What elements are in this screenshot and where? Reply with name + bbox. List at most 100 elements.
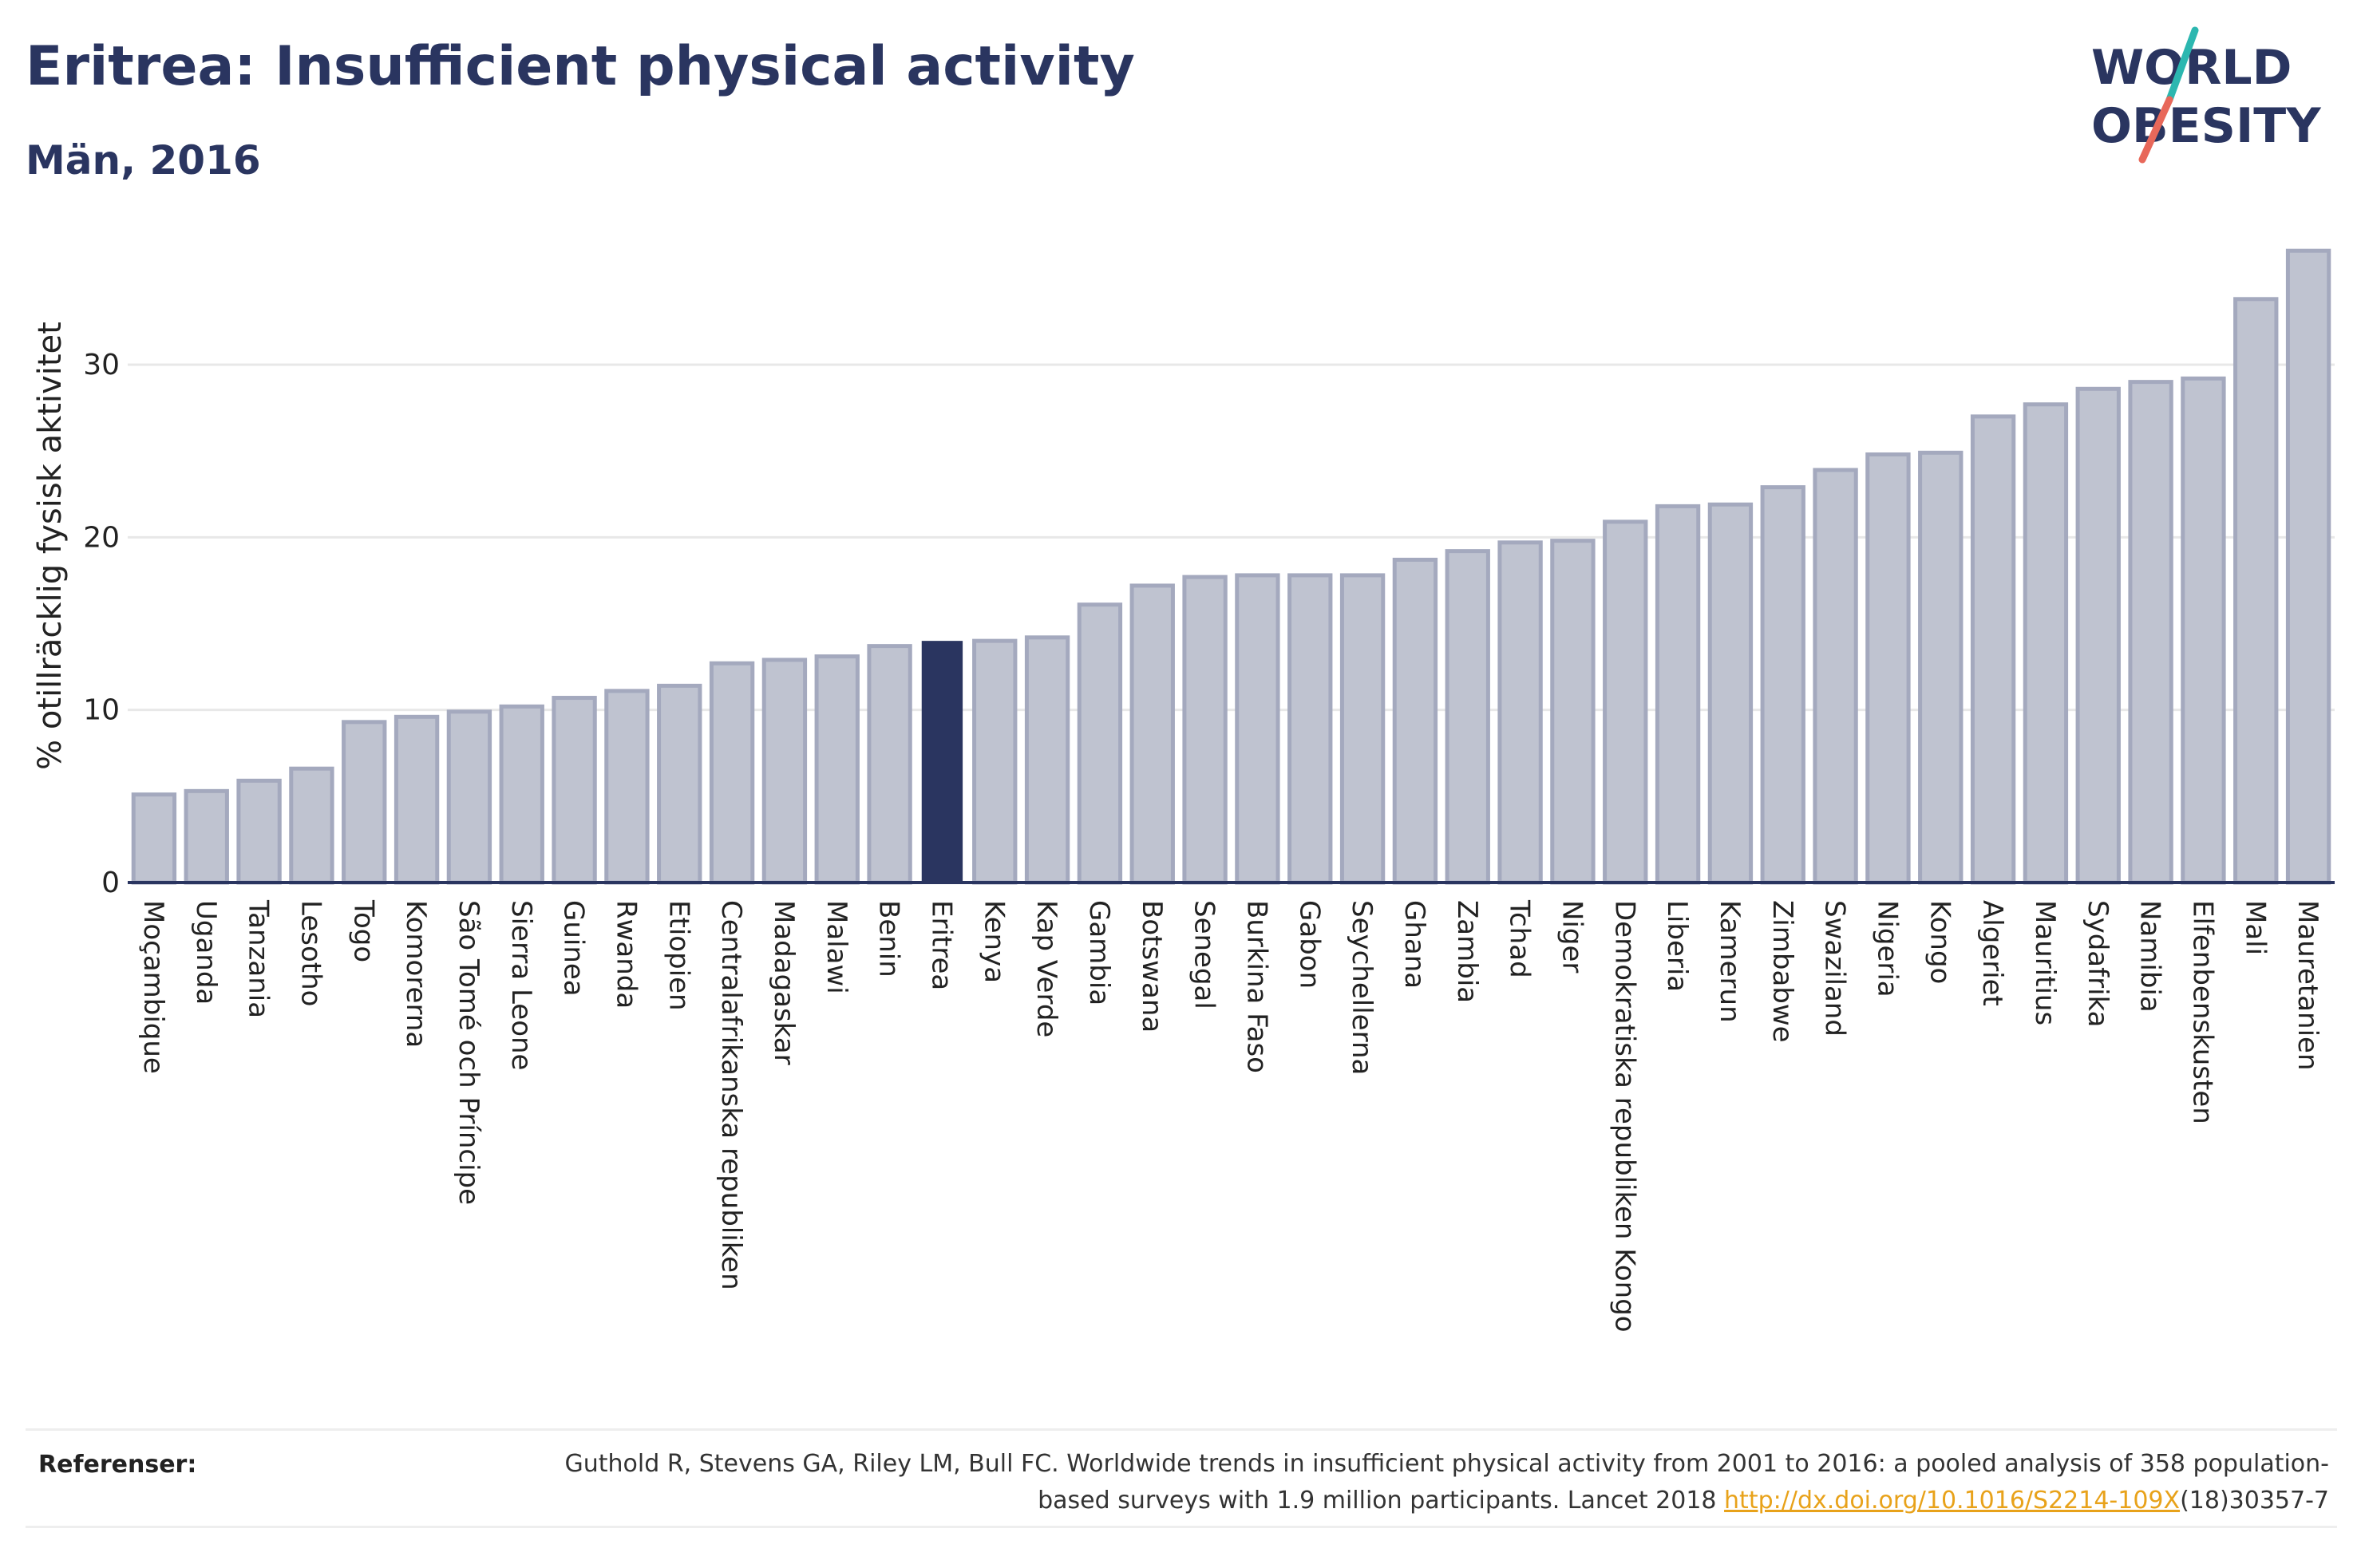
bar — [1918, 450, 1964, 885]
bar — [1024, 635, 1070, 885]
logo-slash-teal — [2165, 26, 2199, 104]
x-tick-label: Nigeria — [1871, 900, 1903, 997]
bar — [1865, 452, 1911, 885]
reference-tail: (18)30357-7 — [2180, 1487, 2329, 1515]
bar — [1339, 573, 1386, 885]
logo-slash-coral — [2138, 96, 2173, 164]
bar — [342, 720, 387, 885]
x-tick-label: Kongo — [1924, 900, 1956, 984]
x-tick-label: Botswana — [1136, 900, 1168, 1033]
bar — [1077, 602, 1123, 885]
x-tick-label: Zambia — [1451, 900, 1483, 1003]
bar — [1970, 414, 2016, 885]
bar — [131, 792, 177, 885]
bar — [184, 788, 229, 885]
x-tick-label: Gabon — [1293, 900, 1325, 989]
x-tick-label: Elfenbenskusten — [2186, 900, 2218, 1124]
x-tick-label: Lesotho — [295, 900, 326, 1006]
x-tick-label: Algeriet — [1976, 900, 2008, 1006]
category-labels: Moçambique Uganda Tanzania Lesotho Togo Komor… — [137, 899, 2323, 1333]
bar — [1287, 573, 1333, 885]
x-tick-label: Rwanda — [610, 900, 642, 1009]
x-tick-label: Benin — [873, 900, 905, 978]
gridlines — [128, 363, 2335, 712]
x-tick-label: Seychellerna — [1346, 900, 1378, 1075]
logo-line-obesity: OBESITY — [2091, 98, 2322, 154]
reference-doi-link[interactable]: http://dx.doi.org/10.1016/S2214-109X — [1724, 1487, 2181, 1515]
reference-citation: Guthold R, Stevens GA, Riley LM, Bull FC… — [564, 1450, 2329, 1515]
bar — [1603, 519, 1648, 885]
bar — [657, 683, 702, 885]
bar — [2075, 386, 2121, 885]
bar — [1129, 583, 1175, 885]
x-tick-label: Senegal — [1188, 900, 1220, 1009]
bar — [761, 658, 808, 885]
x-tick-label: São Tomé och Príncipe — [453, 900, 484, 1205]
separator-top — [26, 1428, 2337, 1431]
references-label: Referenser: — [38, 1451, 197, 1479]
x-tick-label: Gambia — [1083, 900, 1115, 1005]
y-tick-label: 30 — [83, 349, 120, 381]
bar — [289, 766, 334, 885]
bar — [1707, 502, 1754, 885]
bar — [236, 778, 282, 885]
x-tick-label: Burkina Faso — [1240, 900, 1272, 1073]
x-tick-label: Moçambique — [137, 900, 169, 1074]
bar — [867, 644, 912, 885]
x-tick-label: Eritrea — [925, 900, 957, 990]
bar — [2181, 376, 2226, 885]
y-tick-label: 10 — [83, 694, 120, 727]
bar — [814, 654, 860, 885]
bar — [1813, 468, 1858, 885]
bar — [1655, 504, 1701, 885]
x-tick-label: Guinea — [558, 900, 590, 997]
x-tick-label: Zimbabwe — [1766, 900, 1798, 1043]
x-tick-label: Madagaskar — [768, 900, 800, 1065]
references-text: Guthold R, Stevens GA, Riley LM, Bull FC… — [493, 1446, 2329, 1519]
chart-title: Eritrea: Insufficient physical activity — [26, 35, 1135, 98]
bar — [2128, 380, 2173, 885]
x-tick-label: Uganda — [190, 900, 222, 1005]
x-tick-label: Malawi — [821, 900, 852, 994]
bar — [1497, 540, 1543, 885]
x-tick-label: Togo — [347, 899, 379, 962]
bar — [446, 709, 492, 885]
x-tick-label: Mauritius — [2029, 900, 2061, 1025]
x-tick-label: Mauretanien — [2292, 900, 2323, 1071]
bar — [604, 689, 650, 885]
x-tick-label: Niger — [1556, 900, 1588, 973]
world-obesity-logo: WORLD OBESITY — [2091, 26, 2322, 164]
bars — [131, 248, 2331, 885]
bar — [1235, 573, 1280, 885]
x-tick-label: Demokratiska republiken Kongo — [1608, 900, 1640, 1333]
x-tick-label: Liberia — [1661, 900, 1693, 992]
x-tick-label: Sierra Leone — [505, 900, 537, 1070]
y-axis-label: % otillräcklig fysisk aktivitet — [32, 322, 69, 770]
separator-bottom — [26, 1526, 2337, 1528]
x-tick-label: Tanzania — [243, 899, 275, 1018]
bar — [1392, 557, 1438, 885]
y-tick-label: 20 — [83, 521, 120, 554]
chart-subtitle: Män, 2016 — [26, 137, 261, 184]
x-tick-label: Ghana — [1398, 900, 1430, 989]
bar — [394, 714, 440, 885]
x-tick-label: Komorerna — [400, 900, 432, 1048]
x-tick-label: Sydafrika — [2082, 900, 2114, 1027]
bar — [2023, 402, 2069, 885]
x-tick-label: Mali — [2239, 900, 2271, 955]
x-tick-label: Kamerun — [1714, 900, 1746, 1023]
x-tick-label: Tchad — [1504, 899, 1536, 978]
x-tick-label: Kap Verde — [1030, 900, 1062, 1037]
x-tick-label: Centralafrikanska republiken — [715, 900, 747, 1290]
bar — [709, 661, 755, 885]
bar — [1550, 539, 1596, 885]
bar — [552, 696, 597, 885]
x-tick-label: Swaziland — [1819, 900, 1851, 1037]
bar-highlight — [921, 641, 963, 883]
x-tick-label: Kenya — [978, 900, 1010, 983]
bar — [1760, 485, 1805, 885]
bar — [1182, 575, 1228, 885]
bar — [499, 704, 544, 885]
bar — [972, 638, 1018, 885]
